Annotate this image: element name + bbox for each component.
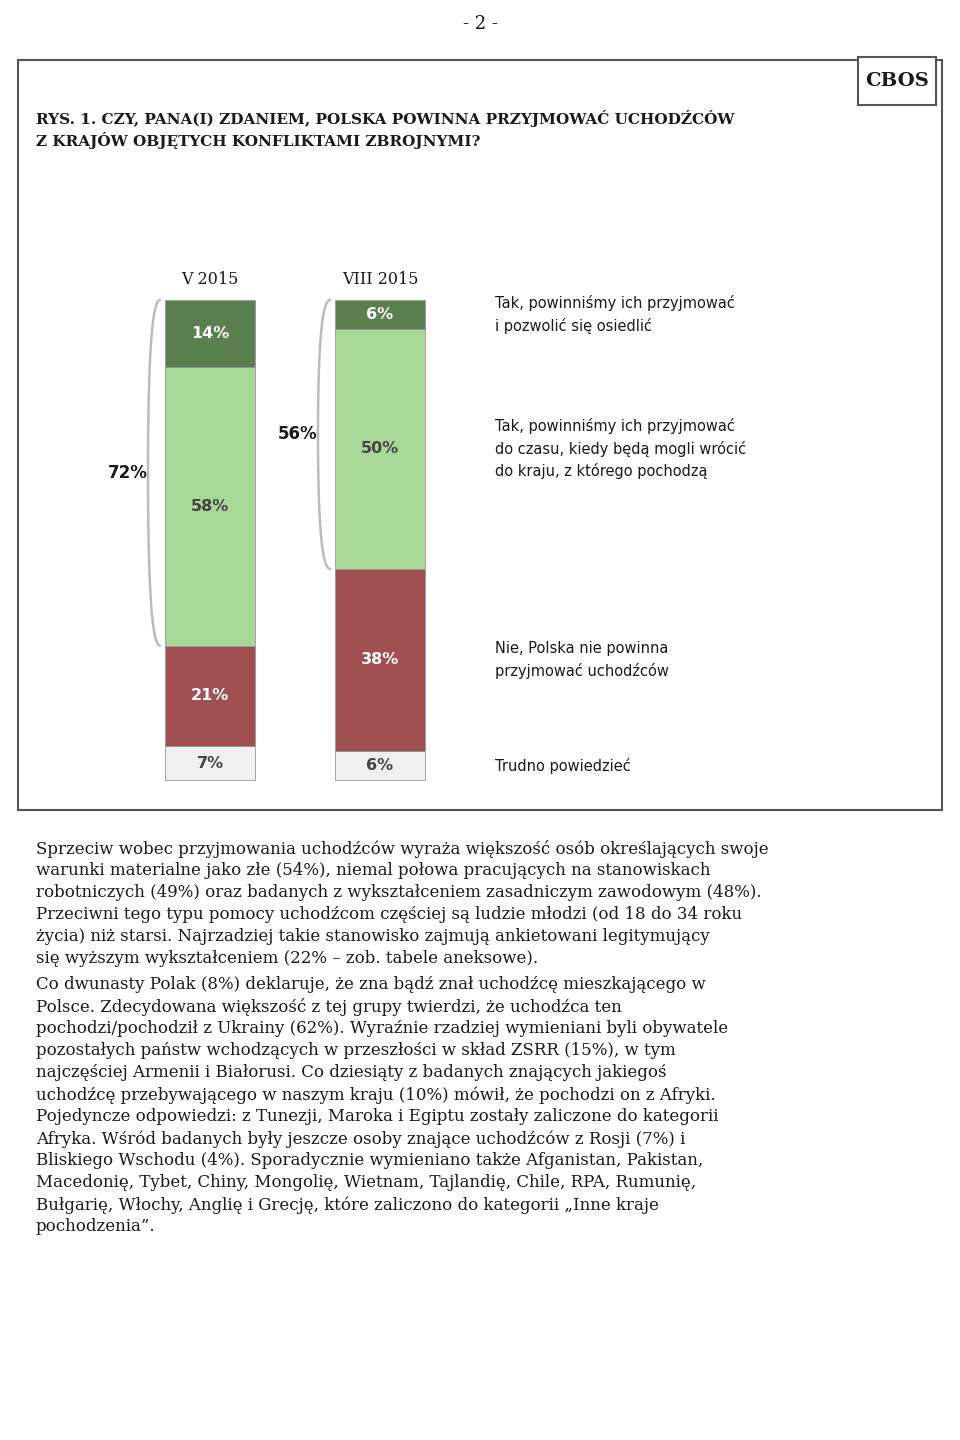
Bar xyxy=(335,300,425,328)
Text: Przeciwni tego typu pomocy uchodźcom częściej są ludzie młodzi (od 18 do 34 roku: Przeciwni tego typu pomocy uchodźcom czę… xyxy=(36,906,742,923)
Text: warunki materialne jako złe (54%), niemal połowa pracujących na stanowiskach: warunki materialne jako złe (54%), niema… xyxy=(36,863,710,878)
Text: - 2 -: - 2 - xyxy=(463,14,497,33)
Text: VIII 2015: VIII 2015 xyxy=(342,271,419,288)
Text: Afryka. Wśród badanych były jeszcze osoby znające uchodźców z Rosji (7%) i: Afryka. Wśród badanych były jeszcze osob… xyxy=(36,1130,685,1148)
Bar xyxy=(165,645,255,746)
Text: 21%: 21% xyxy=(191,688,229,704)
Bar xyxy=(335,328,425,569)
Text: Nie, Polska nie powinna
przyjmować uchodźców: Nie, Polska nie powinna przyjmować uchod… xyxy=(495,641,669,678)
Text: Bułgarię, Włochy, Anglię i Grecję, które zaliczono do kategorii „Inne kraje: Bułgarię, Włochy, Anglię i Grecję, które… xyxy=(36,1197,659,1214)
Text: uchodźcę przebywającego w naszym kraju (10%) mówił, że pochodzi on z Afryki.: uchodźcę przebywającego w naszym kraju (… xyxy=(36,1086,715,1103)
Bar xyxy=(165,300,255,367)
Text: Z KRAJÓW OBJĘTYCH KONFLIKTAMI ZBROJNYMI?: Z KRAJÓW OBJĘTYCH KONFLIKTAMI ZBROJNYMI? xyxy=(36,132,480,148)
Bar xyxy=(165,746,255,780)
Text: 50%: 50% xyxy=(361,441,399,456)
Text: pozostałych państw wchodzących w przeszłości w skład ZSRR (15%), w tym: pozostałych państw wchodzących w przeszł… xyxy=(36,1043,676,1058)
Text: Tak, powinniśmy ich przyjmować
i pozwolić się osiedlić: Tak, powinniśmy ich przyjmować i pozwoli… xyxy=(495,295,734,334)
Text: najczęściej Armenii i Białorusi. Co dziesiąty z badanych znających jakiegoś: najczęściej Armenii i Białorusi. Co dzie… xyxy=(36,1064,666,1081)
Text: życia) niż starsi. Najrzadziej takie stanowisko zajmują ankietowani legitymujący: życia) niż starsi. Najrzadziej takie sta… xyxy=(36,927,709,945)
Text: 58%: 58% xyxy=(191,498,229,514)
Text: Bliskiego Wschodu (4%). Sporadycznie wymieniano także Afganistan, Pakistan,: Bliskiego Wschodu (4%). Sporadycznie wym… xyxy=(36,1152,704,1169)
Text: robotniczych (49%) oraz badanych z wykształceniem zasadniczym zawodowym (48%).: robotniczych (49%) oraz badanych z wyksz… xyxy=(36,884,761,901)
Bar xyxy=(165,367,255,645)
Bar xyxy=(858,58,936,105)
Text: się wyższym wykształceniem (22% – zob. tabele aneksowe).: się wyższym wykształceniem (22% – zob. t… xyxy=(36,950,539,968)
Text: Polsce. Zdecydowana większość z tej grupy twierdzi, że uchodźca ten: Polsce. Zdecydowana większość z tej grup… xyxy=(36,998,622,1017)
Text: Co dwunasty Polak (8%) deklaruje, że zna bądź znał uchodźcę mieszkającego w: Co dwunasty Polak (8%) deklaruje, że zna… xyxy=(36,976,706,994)
Text: 14%: 14% xyxy=(191,325,229,341)
Text: V 2015: V 2015 xyxy=(181,271,239,288)
Bar xyxy=(335,569,425,752)
Text: 56%: 56% xyxy=(278,425,318,444)
Text: 38%: 38% xyxy=(361,652,399,668)
Text: Pojedyncze odpowiedzi: z Tunezji, Maroka i Egiptu zostały zaliczone do kategorii: Pojedyncze odpowiedzi: z Tunezji, Maroka… xyxy=(36,1107,718,1125)
Text: Tak, powinniśmy ich przyjmować
do czasu, kiedy będą mogli wrócić
do kraju, z któ: Tak, powinniśmy ich przyjmować do czasu,… xyxy=(495,418,746,480)
Text: Macedonię, Tybet, Chiny, Mongolię, Wietnam, Tajlandię, Chile, RPA, Rumunię,: Macedonię, Tybet, Chiny, Mongolię, Wietn… xyxy=(36,1174,696,1191)
Bar xyxy=(335,752,425,780)
Text: Sprzeciw wobec przyjmowania uchodźców wyraża większość osób określających swoje: Sprzeciw wobec przyjmowania uchodźców wy… xyxy=(36,840,769,858)
Text: Trudno powiedzieć: Trudno powiedzieć xyxy=(495,757,631,773)
Text: pochodzenia”.: pochodzenia”. xyxy=(36,1218,156,1236)
Text: 72%: 72% xyxy=(108,464,148,482)
Bar xyxy=(18,60,942,809)
Text: RYS. 1. CZY, PANA(I) ZDANIEM, POLSKA POWINNA PRZYJMOWAĆ UCHODŹCÓW: RYS. 1. CZY, PANA(I) ZDANIEM, POLSKA POW… xyxy=(36,109,734,127)
Text: 6%: 6% xyxy=(367,307,394,323)
Text: pochodzi/pochodził z Ukrainy (62%). Wyraźnie rzadziej wymieniani byli obywatele: pochodzi/pochodził z Ukrainy (62%). Wyra… xyxy=(36,1020,728,1037)
Text: CBOS: CBOS xyxy=(865,72,929,89)
Text: 6%: 6% xyxy=(367,757,394,773)
Text: 7%: 7% xyxy=(197,756,224,770)
